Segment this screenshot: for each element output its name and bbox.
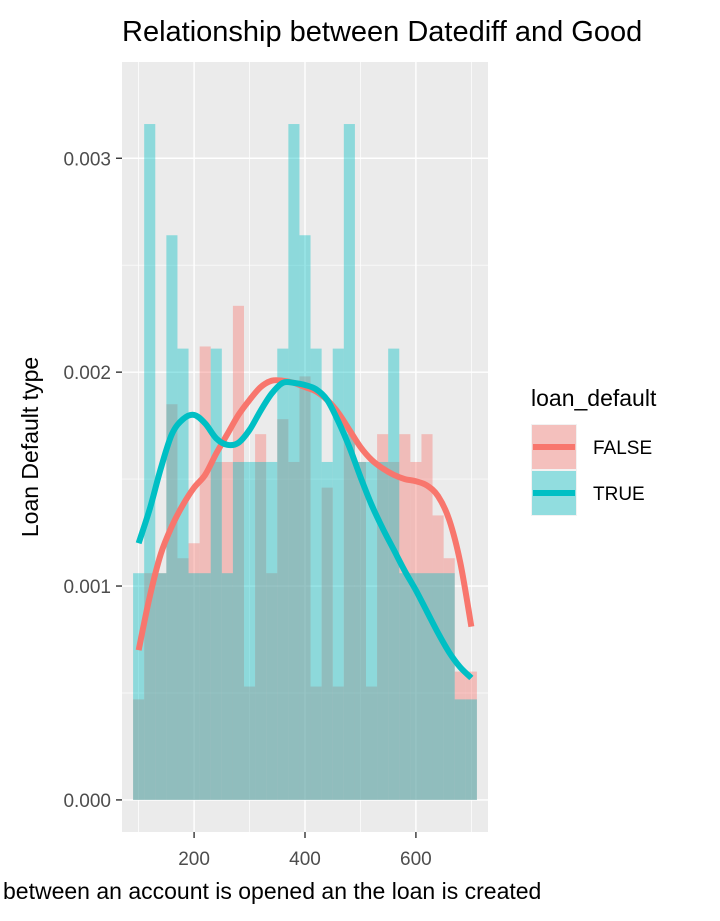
- y-tick-label: 0.000: [63, 791, 111, 812]
- histogram-bar-true: [321, 461, 333, 800]
- histogram-bar-false: [266, 573, 278, 800]
- histogram-bar-true: [177, 348, 189, 800]
- histogram-bar-true: [255, 461, 267, 800]
- x-tick-label: 200: [178, 849, 210, 870]
- histogram-bar-true: [377, 461, 389, 800]
- histogram-bar-true: [244, 461, 256, 800]
- histogram-bar-true: [299, 235, 311, 800]
- histogram-bar-false: [199, 346, 211, 800]
- histogram-bar-true: [199, 573, 211, 800]
- histogram-bar-false: [221, 461, 233, 800]
- histogram-bar-true: [366, 461, 378, 800]
- histogram-bars: [133, 124, 477, 800]
- density-curve-true: [135, 378, 474, 681]
- legend-label: TRUE: [593, 484, 645, 505]
- histogram-bar-true: [133, 573, 145, 800]
- histogram-bar-true: [343, 124, 355, 800]
- histogram-bar-false: [465, 671, 477, 800]
- histogram-bar-false: [299, 376, 311, 800]
- y-axis-title: Loan Default type: [17, 357, 43, 537]
- histogram-bar-true: [221, 573, 233, 800]
- histogram-bar-true: [332, 348, 344, 800]
- y-tick-label: 0.001: [63, 577, 111, 598]
- histogram-bar-false: [343, 434, 355, 800]
- x-tick-label: 400: [289, 849, 321, 870]
- histogram-bar-true: [210, 348, 222, 800]
- x-axis-title: between an account is opened an the loan…: [3, 878, 541, 904]
- y-tick-label: 0.002: [63, 363, 111, 384]
- histogram-bar-false: [166, 404, 178, 800]
- legend-label: FALSE: [593, 438, 652, 459]
- histogram-bar-false: [188, 543, 200, 800]
- histogram-bar-false: [177, 558, 189, 800]
- histogram-bar-false: [454, 671, 466, 800]
- histogram-bar-true: [188, 573, 200, 800]
- histogram-bar-false: [133, 699, 145, 800]
- histogram-bar-true: [432, 573, 444, 800]
- histogram-bar-false: [443, 558, 455, 800]
- histogram-bar-true: [388, 348, 400, 800]
- histogram-bar-true: [465, 699, 477, 800]
- legend: loan_default FALSE TRUE: [531, 385, 657, 516]
- histogram-bar-false: [232, 305, 244, 800]
- histogram-bar-false: [244, 686, 256, 800]
- histogram-bar-true: [266, 461, 278, 800]
- histogram-bar-true: [166, 235, 178, 800]
- histogram-bar-true: [421, 573, 433, 800]
- histogram-bar-false: [377, 434, 389, 800]
- histogram-bar-true: [288, 124, 300, 800]
- histogram-bar-true: [410, 573, 422, 800]
- histogram-bar-false: [410, 461, 422, 800]
- density-curves: [135, 377, 475, 681]
- histogram-bar-false: [155, 573, 167, 800]
- histogram-bar-true: [310, 348, 322, 800]
- histogram-bar-false: [432, 515, 444, 800]
- y-tick-label: 0.003: [63, 149, 111, 170]
- chart-title: Relationship between Datediff and Good: [122, 16, 642, 48]
- histogram-bar-false: [144, 573, 156, 800]
- x-tick-label: 600: [400, 849, 432, 870]
- histogram-bar-true: [354, 461, 366, 800]
- x-axis: 200 400 600: [178, 832, 432, 870]
- legend-title: loan_default: [531, 385, 657, 411]
- histogram-bar-true: [155, 573, 167, 800]
- histogram-bar-false: [210, 461, 222, 800]
- histogram-bar-false: [255, 434, 267, 800]
- histogram-bar-false: [288, 461, 300, 800]
- histogram-bar-true: [144, 124, 156, 800]
- histogram-bar-false: [277, 419, 289, 800]
- histogram-bar-true: [232, 461, 244, 800]
- histogram-bar-false: [332, 686, 344, 800]
- histogram-bar-false: [366, 686, 378, 800]
- histogram-bar-false: [354, 461, 366, 800]
- histogram-bar-false: [399, 434, 411, 800]
- y-axis: 0.000 0.001 0.002 0.003: [63, 149, 122, 812]
- histogram-bar-false: [388, 461, 400, 800]
- histogram-bar-false: [310, 686, 322, 800]
- histogram-bar-true: [454, 699, 466, 800]
- histogram-bar-true: [277, 348, 289, 800]
- histogram-bar-true: [399, 573, 411, 800]
- histogram-bar-true: [443, 573, 455, 800]
- histogram-bar-false: [321, 487, 333, 800]
